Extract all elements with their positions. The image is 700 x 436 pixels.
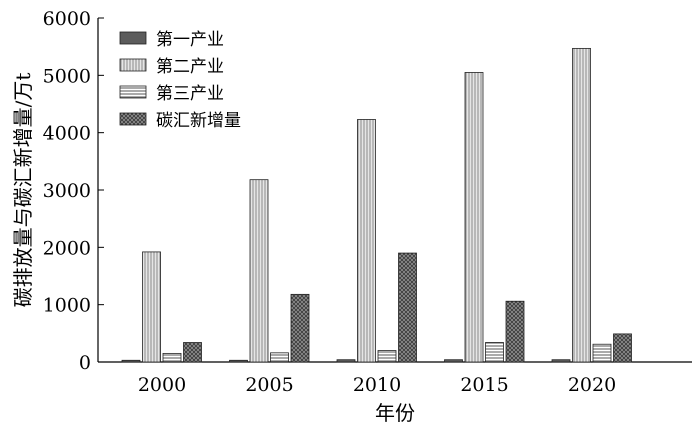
y-axis-label: 碳排放量与碳汇新增量/万t (11, 73, 35, 308)
legend-swatch (119, 31, 147, 45)
x-tick-label: 2005 (245, 374, 293, 396)
bar-4-2000 (183, 342, 202, 363)
bar-1-2010 (336, 359, 356, 363)
legend-label: 第三产业 (156, 84, 224, 104)
bar-1-2005 (229, 359, 248, 363)
bar-3-2015 (485, 342, 504, 363)
y-tick-label: 3000 (43, 180, 91, 202)
bar-4-2010 (398, 252, 417, 363)
y-tick-label: 0 (79, 352, 91, 374)
legend-swatch (119, 112, 147, 126)
bar-2-2005 (249, 179, 269, 363)
bar-3-2005 (270, 352, 289, 363)
x-tick-label: 2020 (568, 374, 616, 396)
x-axis-label: 年份 (375, 401, 415, 425)
legend-swatch (119, 85, 147, 99)
y-tick-label: 6000 (43, 8, 91, 30)
y-tick-label: 4000 (43, 123, 91, 145)
bar-4-2020 (613, 333, 632, 363)
bar-2-2020 (572, 47, 591, 363)
bar-3-2020 (592, 343, 612, 363)
legend-label: 碳汇新增量 (156, 111, 241, 131)
bar-1-2020 (551, 359, 571, 363)
y-ticks: 0 1000 2000 3000 4000 5000 6000 (43, 8, 104, 374)
bar-2-2000 (142, 251, 161, 363)
bar-4-2015 (505, 300, 525, 363)
bar-3-2010 (377, 350, 397, 363)
x-ticks: 2000 2005 2010 2015 2020 (138, 374, 616, 396)
bar-1-2015 (444, 359, 463, 363)
y-tick-label: 2000 (43, 237, 91, 259)
legend-label: 第二产业 (156, 57, 224, 77)
legend-label: 第一产业 (156, 30, 224, 50)
y-tick-label: 5000 (43, 65, 91, 87)
bars (121, 47, 632, 363)
bar-1-2000 (121, 359, 141, 363)
x-tick-label: 2015 (460, 374, 508, 396)
bar-3-2000 (162, 352, 182, 363)
bar-2-2015 (464, 72, 484, 363)
x-tick-label: 2010 (353, 374, 401, 396)
x-tick-label: 2000 (138, 374, 186, 396)
bar-2-2010 (357, 119, 376, 363)
y-tick-label: 1000 (43, 295, 91, 317)
legend-swatch (119, 58, 147, 72)
bar-4-2005 (290, 293, 310, 363)
